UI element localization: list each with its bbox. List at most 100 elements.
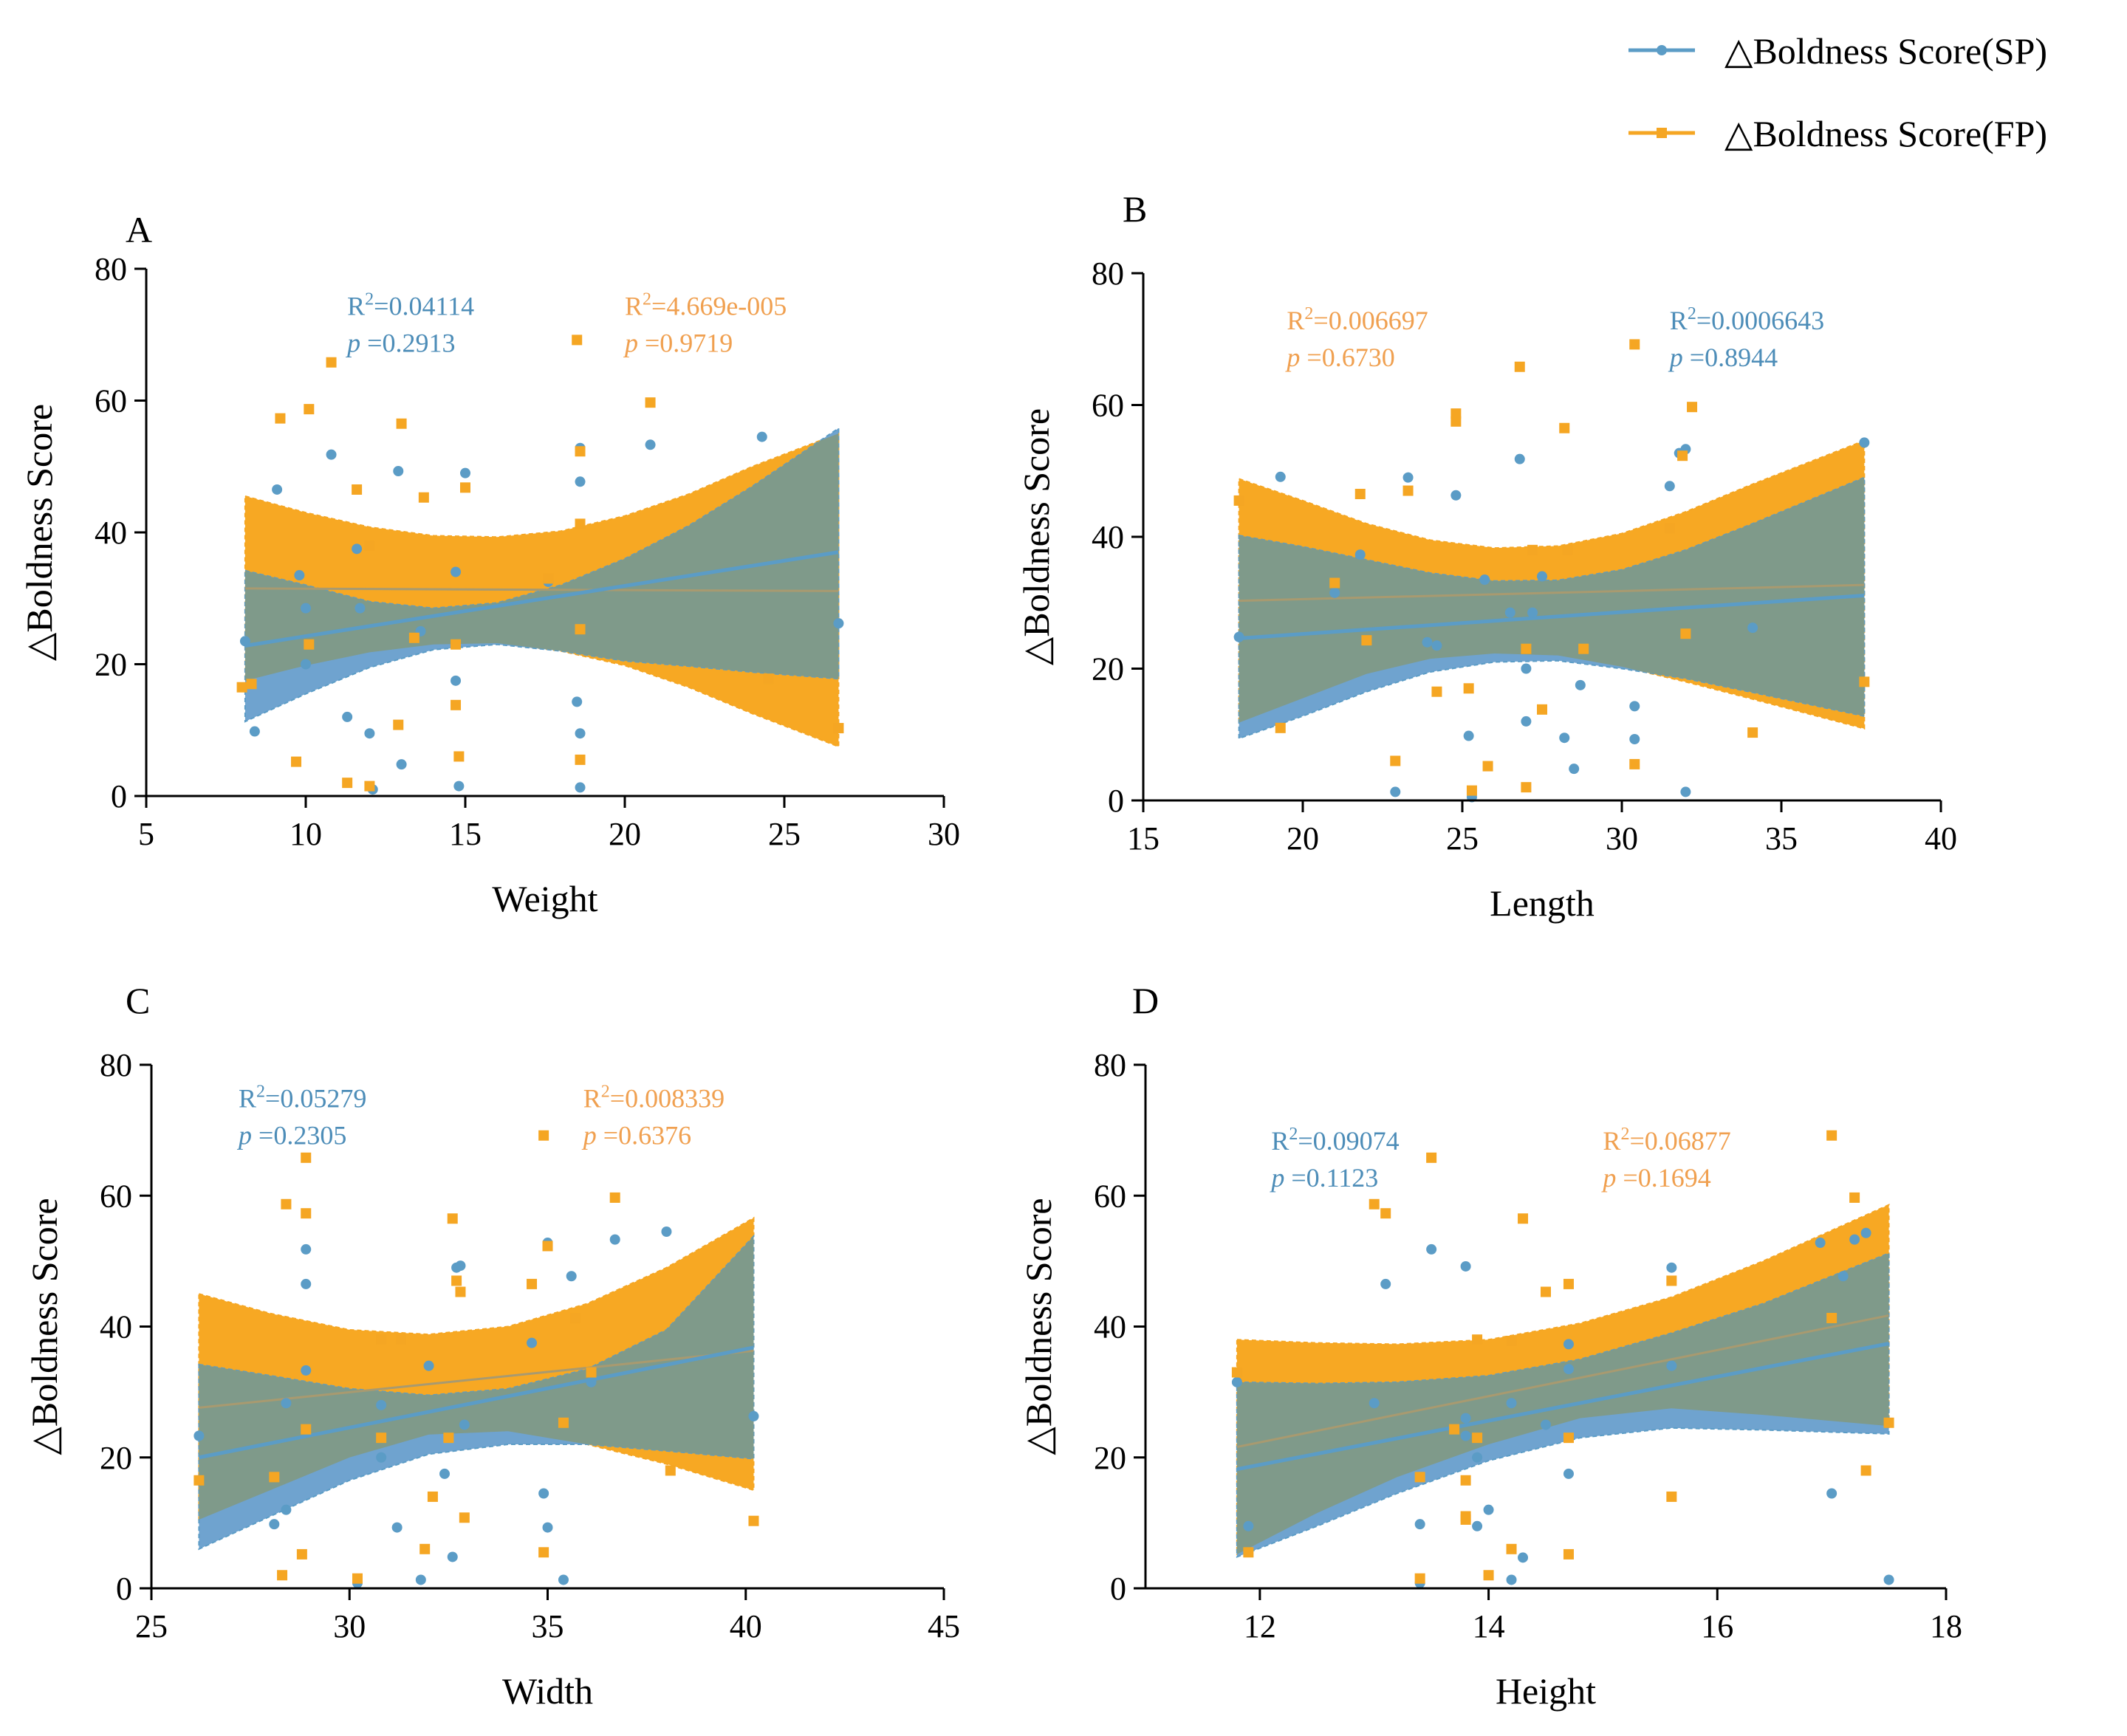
y-tick-label: 40 <box>100 1309 132 1345</box>
point-fp <box>763 673 774 685</box>
stat-r2-fp: R2=0.008339 <box>583 1083 725 1114</box>
point-sp <box>376 1399 387 1410</box>
point-fp <box>538 1547 549 1558</box>
point-fp <box>575 754 586 765</box>
panels: A 5 10 15 20 25 30 0 20 40 60 80 Weight △Boldness Sco… <box>18 188 1962 1712</box>
point-fp <box>451 1275 462 1286</box>
point-sp <box>1354 549 1366 560</box>
point-sp <box>558 1574 569 1585</box>
x-tick-label: 40 <box>1925 820 1957 857</box>
point-fp <box>1859 676 1870 687</box>
point-sp <box>272 484 283 495</box>
y-tick-label: 60 <box>100 1178 132 1214</box>
point-sp <box>566 1271 577 1282</box>
y-tick-label: 20 <box>1094 1440 1126 1476</box>
point-sp <box>1680 786 1691 797</box>
point-fp <box>1414 1573 1425 1584</box>
legend-marker-sp <box>1657 45 1667 55</box>
stat-p-fp: p =0.6730 <box>1284 343 1394 372</box>
point-fp <box>395 1334 406 1345</box>
point-fp <box>1563 1278 1574 1289</box>
x-tick-label: 30 <box>928 816 960 852</box>
point-fp <box>1849 1192 1860 1203</box>
stat-p-fp: p =0.9719 <box>623 328 733 357</box>
point-fp <box>1747 727 1758 738</box>
fit-line-fp <box>199 1349 754 1409</box>
point-sp <box>756 431 767 442</box>
panel-d: D 12 14 16 18 0 20 40 60 80 Height △Boldness Score R… <box>1018 980 1962 1712</box>
point-sp <box>269 1519 280 1530</box>
point-fp <box>451 639 462 650</box>
fit-line-fp <box>1239 583 1865 603</box>
y-tick-label: 0 <box>1108 783 1124 819</box>
point-fp <box>1380 1208 1391 1219</box>
x-tick-label: 14 <box>1473 1608 1505 1644</box>
point-fp <box>275 413 286 424</box>
point-sp <box>1666 1360 1677 1371</box>
fit-line-fp <box>244 587 839 592</box>
x-tick-label: 20 <box>1287 820 1319 857</box>
point-fp <box>1521 643 1532 654</box>
point-fp <box>443 1433 454 1444</box>
stat-p-fp: p =0.6376 <box>581 1121 691 1150</box>
point-sp <box>1563 1339 1574 1350</box>
point-fp <box>1472 1433 1483 1444</box>
x-tick-label: 35 <box>532 1608 564 1644</box>
point-fp <box>1329 577 1340 589</box>
point-sp <box>1506 1574 1517 1585</box>
x-tick-label: 45 <box>928 1608 960 1644</box>
point-fp <box>1518 1213 1529 1224</box>
point-sp <box>1666 1262 1677 1273</box>
point-sp <box>1369 1398 1380 1409</box>
point-sp <box>1563 1364 1574 1375</box>
point-fp <box>1354 488 1366 499</box>
point-sp <box>453 780 465 792</box>
point-sp <box>1450 490 1462 501</box>
point-fp <box>665 1465 676 1476</box>
point-fp <box>326 357 337 368</box>
y-axis-title: △Boldness Score <box>1018 1198 1059 1455</box>
point-sp <box>193 1430 205 1441</box>
point-sp <box>1380 1278 1391 1289</box>
point-fp <box>1449 1424 1460 1435</box>
stat-r2-sp: R2=0.04114 <box>347 289 474 320</box>
point-fp <box>645 397 656 408</box>
point-fp <box>1860 1465 1871 1476</box>
point-fp <box>1390 755 1401 766</box>
point-sp <box>1521 716 1532 727</box>
point-sp <box>451 566 462 577</box>
point-fp <box>1275 722 1286 733</box>
point-sp <box>1479 574 1490 586</box>
x-axis-title: Height <box>1496 1670 1596 1712</box>
point-sp <box>1883 1574 1894 1585</box>
y-tick-label: 40 <box>1094 1309 1126 1345</box>
point-fp <box>1450 408 1462 419</box>
point-sp <box>301 659 311 670</box>
point-sp <box>1426 1243 1437 1255</box>
point-sp <box>301 1243 312 1255</box>
point-sp <box>575 782 586 793</box>
point-fp <box>575 446 586 457</box>
point-sp <box>342 711 353 722</box>
point-fp <box>291 756 302 767</box>
point-fp <box>1563 1433 1574 1444</box>
point-sp <box>748 1410 759 1421</box>
point-sp <box>354 603 366 614</box>
point-fp <box>1527 544 1538 555</box>
y-axis-title: △Boldness Score <box>24 1198 65 1455</box>
fit-line-fp <box>1236 1314 1889 1449</box>
point-fp <box>1677 450 1688 462</box>
point-sp <box>1629 701 1640 712</box>
fit-line-sp <box>244 550 839 648</box>
point-sp <box>1849 1234 1860 1245</box>
point-sp <box>575 728 586 739</box>
point-fp <box>1426 1152 1437 1163</box>
point-fp <box>364 780 375 792</box>
point-sp <box>1472 1452 1483 1463</box>
x-tick-label: 10 <box>290 816 322 852</box>
y-axis-title: △Boldness Score <box>1015 408 1057 665</box>
y-tick-label: 80 <box>1092 255 1124 292</box>
point-fp <box>301 1152 312 1163</box>
point-sp <box>1537 571 1547 582</box>
